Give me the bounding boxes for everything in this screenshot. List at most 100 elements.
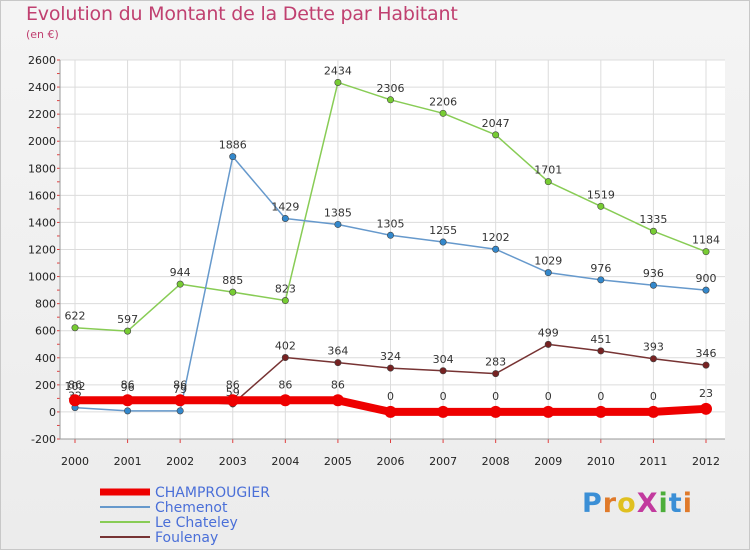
data-point-champrougier: [647, 405, 660, 418]
data-point-chemenot: [439, 238, 447, 246]
data-point-chemenot: [176, 407, 184, 415]
data-label-le-chateley: 1184: [692, 234, 720, 247]
data-point-foulenay: [597, 347, 605, 355]
chart-subtitle: (en €): [26, 28, 59, 41]
data-point-chemenot: [649, 281, 657, 289]
y-tick-label: 600: [35, 325, 56, 338]
legend-label-le-chateley: Le Chateley: [155, 515, 238, 531]
data-label-le-chateley: 2434: [324, 64, 352, 77]
data-point-chemenot: [229, 153, 237, 161]
data-label-chemenot: 1029: [534, 255, 562, 268]
data-label-le-chateley: 2206: [429, 95, 457, 108]
data-label-foulenay: 393: [643, 341, 664, 354]
data-label-champrougier: 23: [699, 387, 713, 400]
data-label-le-chateley: 597: [117, 313, 138, 326]
data-point-le-chateley: [124, 327, 132, 335]
y-tick-label: 200: [35, 379, 56, 392]
data-label-champrougier: 0: [597, 390, 604, 403]
y-tick-label: -200: [31, 433, 56, 446]
data-point-champrougier: [226, 394, 239, 407]
data-point-champrougier: [437, 405, 450, 418]
data-label-foulenay: 79: [173, 383, 187, 396]
x-tick-label: 2001: [114, 455, 142, 468]
x-tick-label: 2007: [429, 455, 457, 468]
data-point-le-chateley: [71, 324, 79, 332]
data-label-le-chateley: 1701: [534, 164, 562, 177]
data-label-champrougier: 0: [650, 390, 657, 403]
x-tick-label: 2009: [534, 455, 562, 468]
data-point-champrougier: [174, 394, 187, 407]
chart-title: Evolution du Montant de la Dette par Hab…: [26, 3, 458, 25]
data-label-foulenay: 451: [590, 333, 611, 346]
y-tick-label: 400: [35, 352, 56, 365]
data-point-champrougier: [279, 394, 292, 407]
y-tick-label: 2000: [28, 135, 56, 148]
data-label-foulenay: 346: [696, 347, 717, 360]
data-point-foulenay: [439, 367, 447, 375]
data-point-champrougier: [700, 402, 712, 415]
data-point-chemenot: [334, 220, 342, 228]
data-label-chemenot: 1886: [219, 139, 247, 152]
data-label-champrougier: 0: [440, 390, 447, 403]
x-tick-label: 2004: [271, 455, 299, 468]
data-label-chemenot: 1305: [377, 217, 405, 230]
data-point-champrougier: [384, 405, 397, 418]
data-label-foulenay: 324: [380, 350, 401, 363]
data-point-chemenot: [281, 215, 289, 223]
data-point-le-chateley: [597, 202, 605, 210]
y-tick-label: 2600: [28, 54, 56, 67]
data-label-champrougier: 0: [545, 390, 552, 403]
data-point-champrougier: [542, 405, 555, 418]
legend-label-foulenay: Foulenay: [155, 530, 218, 546]
x-tick-label: 2006: [377, 455, 405, 468]
data-label-chemenot: 976: [590, 262, 611, 275]
x-tick-label: 2000: [61, 455, 89, 468]
data-label-le-chateley: 2306: [377, 82, 405, 95]
y-tick-label: 0: [49, 406, 56, 419]
data-point-champrougier: [594, 405, 607, 418]
data-label-foulenay: 96: [121, 381, 135, 394]
data-label-le-chateley: 1519: [587, 188, 615, 201]
data-label-le-chateley: 944: [170, 266, 191, 279]
data-point-foulenay: [281, 354, 289, 362]
data-point-chemenot: [544, 269, 552, 277]
data-label-champrougier: 0: [387, 390, 394, 403]
data-label-le-chateley: 885: [222, 274, 243, 287]
data-label-le-chateley: 823: [275, 283, 296, 296]
data-label-foulenay: 102: [65, 380, 86, 393]
data-label-le-chateley: 2047: [482, 117, 510, 130]
y-tick-label: 1600: [28, 189, 56, 202]
proxiti-logo: ProXiti: [582, 488, 693, 519]
data-label-chemenot: 1429: [271, 201, 299, 214]
data-point-le-chateley: [702, 248, 710, 256]
x-tick-label: 2008: [482, 455, 510, 468]
data-point-chemenot: [597, 276, 605, 284]
data-label-foulenay: 283: [485, 356, 506, 369]
y-tick-label: 2400: [28, 81, 56, 94]
data-label-le-chateley: 622: [65, 310, 86, 323]
data-point-champrougier: [489, 405, 502, 418]
x-tick-label: 2003: [219, 455, 247, 468]
y-tick-label: 800: [35, 298, 56, 311]
data-point-le-chateley: [281, 297, 289, 305]
data-point-foulenay: [334, 359, 342, 367]
data-label-chemenot: 1255: [429, 224, 457, 237]
data-point-le-chateley: [386, 96, 394, 104]
data-label-champrougier: 86: [173, 378, 187, 391]
data-point-champrougier: [331, 394, 344, 407]
data-point-foulenay: [702, 361, 710, 369]
data-label-foulenay: 304: [433, 353, 454, 366]
data-label-chemenot: 1385: [324, 206, 352, 219]
x-tick-label: 2011: [639, 455, 667, 468]
data-point-le-chateley: [439, 109, 447, 117]
data-point-chemenot: [492, 245, 500, 253]
data-label-le-chateley: 1335: [639, 213, 667, 226]
data-point-chemenot: [702, 286, 710, 294]
data-point-foulenay: [544, 340, 552, 348]
data-label-champrougier: 86: [278, 378, 292, 391]
x-tick-label: 2012: [692, 455, 720, 468]
data-label-champrougier: 86: [121, 378, 135, 391]
x-tick-label: 2002: [166, 455, 194, 468]
data-point-le-chateley: [492, 131, 500, 139]
